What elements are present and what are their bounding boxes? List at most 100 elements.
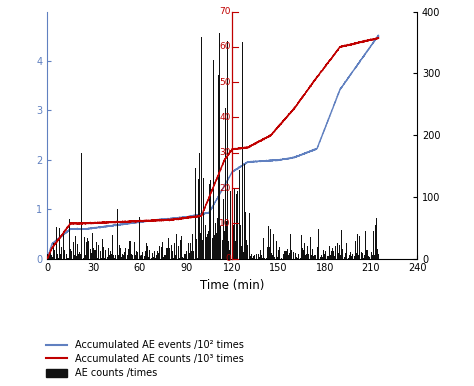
Bar	[318, 229, 319, 259]
Bar	[146, 254, 147, 259]
Bar	[295, 252, 296, 259]
Bar	[345, 253, 346, 259]
Bar	[193, 251, 194, 259]
Bar	[321, 255, 322, 259]
Text: 50: 50	[219, 78, 231, 87]
Bar	[76, 256, 77, 259]
Bar	[271, 254, 272, 259]
Bar	[230, 191, 231, 259]
Bar	[70, 249, 71, 259]
Bar	[235, 208, 236, 259]
Bar	[56, 227, 57, 259]
Bar	[376, 218, 377, 259]
Bar	[250, 256, 251, 259]
Bar	[90, 249, 91, 259]
Bar	[222, 240, 223, 259]
Bar	[226, 221, 227, 259]
Bar	[256, 254, 257, 259]
Bar	[170, 253, 171, 259]
Text: 20: 20	[219, 183, 231, 193]
Bar	[319, 256, 320, 259]
Bar	[98, 245, 99, 259]
Bar	[369, 257, 370, 259]
Text: 0: 0	[225, 254, 231, 263]
Bar	[60, 254, 61, 259]
Bar	[136, 251, 137, 259]
Bar	[239, 170, 240, 259]
Bar	[164, 256, 165, 259]
Bar	[124, 252, 125, 259]
Bar	[322, 257, 323, 259]
Bar	[305, 255, 306, 259]
Bar	[151, 258, 152, 259]
Bar	[247, 245, 248, 259]
Bar	[172, 251, 173, 259]
Bar	[55, 251, 56, 259]
Bar	[77, 244, 78, 259]
Bar	[232, 248, 233, 259]
Bar	[332, 248, 333, 259]
Bar	[112, 235, 113, 259]
Bar	[84, 237, 85, 259]
Bar	[109, 248, 110, 259]
Bar	[128, 249, 129, 259]
Bar	[54, 250, 55, 259]
Bar	[214, 235, 215, 259]
Bar	[115, 255, 116, 259]
Bar	[63, 230, 64, 259]
Bar	[87, 238, 88, 259]
Text: 60: 60	[219, 42, 231, 51]
Bar	[108, 247, 109, 259]
Bar	[365, 231, 366, 259]
Bar	[116, 254, 117, 259]
Bar	[244, 164, 245, 259]
Bar	[291, 251, 292, 259]
Bar	[137, 252, 138, 259]
Bar	[194, 82, 195, 259]
Bar	[221, 247, 222, 259]
Bar	[304, 243, 305, 259]
Bar	[182, 257, 183, 259]
Bar	[89, 258, 90, 259]
Bar	[167, 249, 168, 259]
Bar	[142, 252, 143, 259]
Bar	[66, 254, 67, 259]
Bar	[260, 250, 261, 259]
Bar	[122, 254, 123, 259]
Bar	[341, 230, 342, 259]
Bar	[371, 252, 372, 259]
Bar	[73, 242, 74, 259]
Bar	[50, 251, 51, 259]
Bar	[251, 254, 252, 259]
Bar	[224, 231, 225, 259]
Bar	[350, 252, 351, 259]
Bar	[149, 250, 150, 259]
Bar	[249, 213, 250, 259]
Bar	[211, 231, 212, 259]
Bar	[99, 256, 100, 259]
Bar	[255, 256, 256, 259]
Bar	[119, 250, 120, 259]
Bar	[103, 247, 104, 259]
Bar	[336, 245, 337, 259]
Bar	[195, 168, 196, 259]
Bar	[105, 250, 106, 259]
Bar	[246, 240, 247, 259]
Bar	[292, 251, 293, 259]
Bar	[320, 257, 321, 259]
Bar	[61, 247, 62, 259]
Bar	[191, 251, 192, 259]
Bar	[161, 247, 162, 259]
Bar	[143, 237, 144, 259]
Bar	[93, 248, 94, 259]
Bar	[240, 225, 241, 259]
Bar	[134, 242, 135, 259]
Bar	[277, 257, 278, 259]
Bar	[223, 199, 224, 259]
Bar	[314, 255, 315, 259]
Bar	[297, 258, 298, 259]
Bar	[125, 249, 126, 259]
Bar	[216, 233, 217, 259]
Bar	[311, 255, 312, 259]
Bar	[375, 225, 376, 259]
